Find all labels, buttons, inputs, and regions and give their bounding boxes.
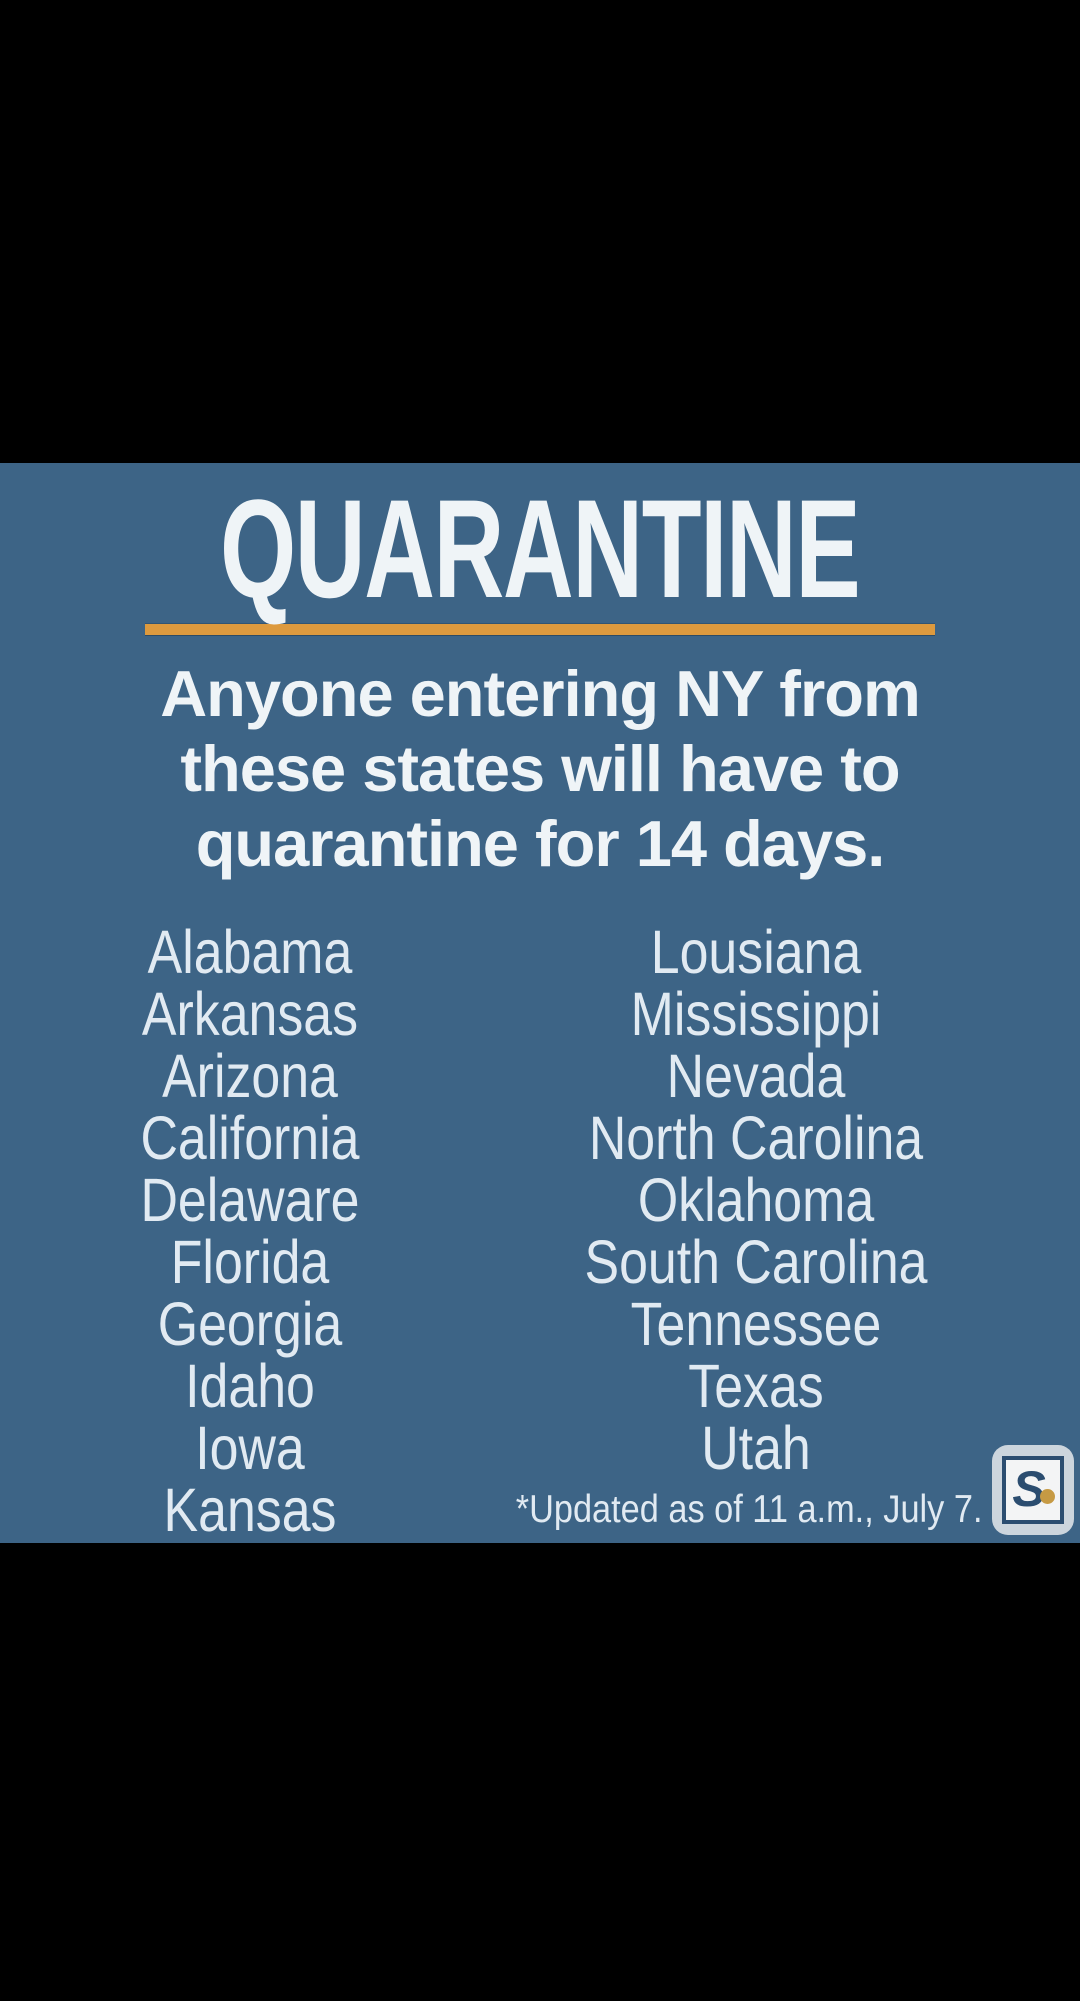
state-item: Texas xyxy=(688,1352,824,1420)
subtitle-line: quarantine for 14 days. xyxy=(195,807,886,880)
page-title-text: QUARANTINE xyxy=(220,470,861,627)
state-item: Arizona xyxy=(162,1042,338,1110)
subtitle: Anyone entering NY from these states wil… xyxy=(0,656,1080,881)
states-list: Alabama Arkansas Arizona California Dela… xyxy=(0,921,1080,1541)
s-logo-gold-dot xyxy=(1040,1489,1055,1504)
state-item: South Carolina xyxy=(584,1228,928,1296)
state-item: Alabama xyxy=(147,918,353,986)
state-item: Arkansas xyxy=(141,980,359,1048)
state-item: Utah xyxy=(701,1414,811,1482)
state-item: Tennessee xyxy=(630,1290,882,1358)
page-title: QUARANTINE xyxy=(0,479,1080,619)
divider-rule xyxy=(145,624,935,635)
state-item: Nevada xyxy=(666,1042,846,1110)
s-logo-box: S xyxy=(1002,1456,1064,1524)
state-item: Georgia xyxy=(157,1290,343,1358)
updated-footnote: *Updated as of 11 a.m., July 7. xyxy=(515,1488,983,1531)
state-item: Iowa xyxy=(195,1414,305,1482)
states-column-left: Alabama Arkansas Arizona California Dela… xyxy=(0,921,500,1541)
state-item: Idaho xyxy=(185,1352,315,1420)
state-item: Lousiana xyxy=(650,918,862,986)
quarantine-graphic: QUARANTINE Anyone entering NY from these… xyxy=(0,463,1080,1543)
state-item: Florida xyxy=(170,1228,330,1296)
state-item: Delaware xyxy=(140,1166,360,1234)
subtitle-line: these states will have to xyxy=(180,732,900,805)
state-item: North Carolina xyxy=(588,1104,924,1172)
states-column-right: Lousiana Mississippi Nevada North Caroli… xyxy=(500,921,1012,1541)
state-item: Kansas xyxy=(163,1476,337,1544)
subtitle-line: Anyone entering NY from xyxy=(160,657,921,730)
s-logo-badge: S xyxy=(992,1445,1074,1535)
state-item: Mississippi xyxy=(630,980,882,1048)
state-item: California xyxy=(140,1104,360,1172)
state-item: Oklahoma xyxy=(637,1166,875,1234)
s-logo-letter: S xyxy=(1012,1461,1046,1517)
